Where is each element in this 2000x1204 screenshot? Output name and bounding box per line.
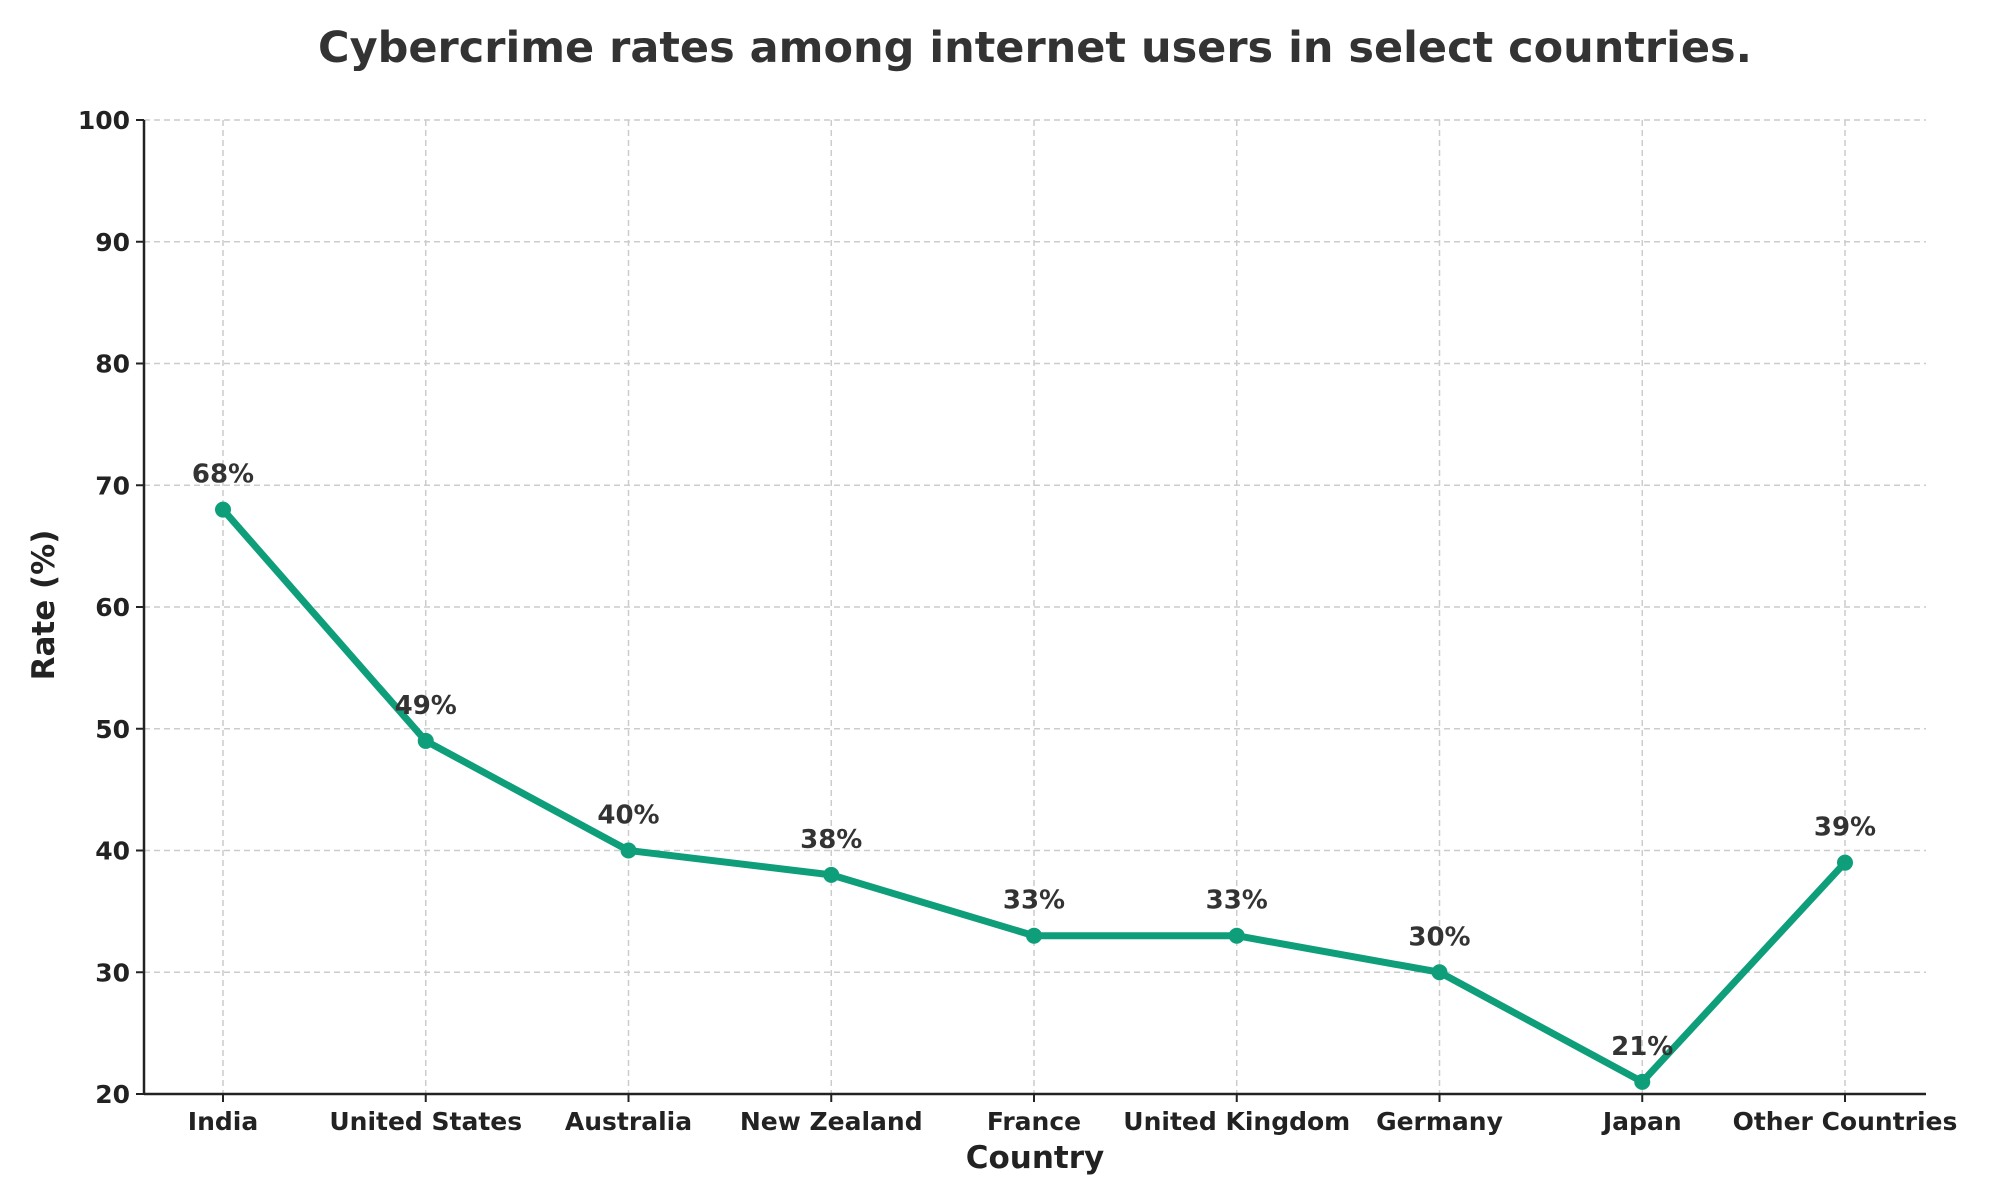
x-tick-label: India — [188, 1107, 258, 1136]
y-tick-label: 20 — [95, 1080, 130, 1109]
x-tick-label: Germany — [1376, 1107, 1503, 1136]
x-tick-label: France — [987, 1107, 1081, 1136]
y-tick-label: 30 — [95, 958, 130, 987]
y-tick-label: 80 — [95, 350, 130, 379]
data-point — [1837, 854, 1853, 871]
data-label: 49% — [395, 691, 457, 721]
data-point — [1431, 964, 1448, 981]
y-tick-label: 90 — [95, 228, 130, 257]
data-point — [215, 501, 231, 518]
grid — [144, 119, 1926, 1094]
y-tick-label: 60 — [95, 593, 130, 622]
y-tick-label: 50 — [95, 715, 130, 744]
data-label: 33% — [1003, 886, 1065, 916]
data-label: 39% — [1814, 813, 1876, 843]
data-point — [417, 732, 434, 749]
data-point — [823, 866, 840, 883]
data-label: 68% — [192, 460, 254, 490]
data-label: 38% — [800, 825, 862, 855]
data-label: 40% — [597, 801, 659, 831]
chart-title: Cybercrime rates among internet users in… — [318, 23, 1752, 73]
data-label: 30% — [1408, 922, 1470, 952]
series: 68% 49% 40% 38% 33% 33% 30% 21% 39% — [192, 460, 1876, 1090]
x-axis-label: Country — [966, 1140, 1105, 1176]
x-tick-label: United States — [329, 1107, 522, 1136]
x-tick-label: Australia — [565, 1107, 692, 1136]
ticks: 20 30 40 50 60 70 80 90 100 India United States Aus… — [78, 106, 1958, 1136]
y-tick-label: 70 — [95, 471, 130, 500]
data-point — [620, 842, 637, 859]
data-point — [1228, 927, 1245, 944]
x-tick-label: Other Countries — [1733, 1107, 1958, 1136]
y-tick-label: 100 — [78, 106, 130, 135]
data-point — [1634, 1073, 1651, 1090]
data-label: 21% — [1611, 1032, 1673, 1062]
y-tick-label: 40 — [95, 837, 130, 866]
x-tick-label: Japan — [1601, 1107, 1682, 1136]
y-axis-label: Rate (%) — [26, 530, 62, 681]
data-label: 33% — [1206, 886, 1268, 916]
x-tick-label: United Kingdom — [1123, 1107, 1350, 1136]
x-tick-label: New Zealand — [740, 1107, 923, 1136]
data-point — [1026, 927, 1042, 944]
